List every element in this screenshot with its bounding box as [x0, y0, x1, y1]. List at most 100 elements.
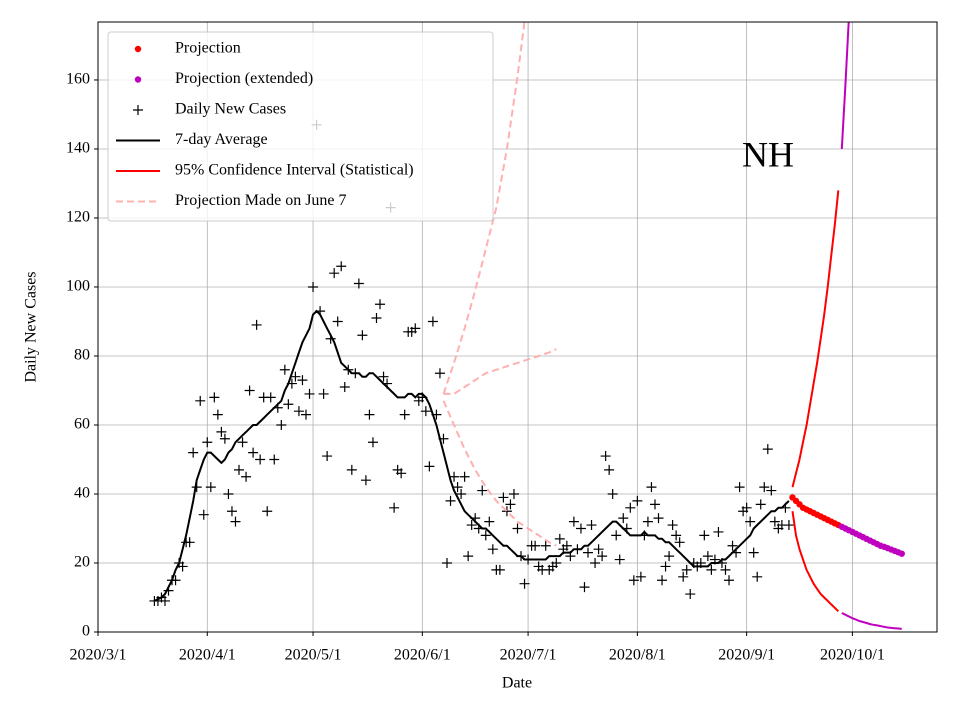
case-marker — [642, 516, 653, 527]
case-marker — [498, 492, 509, 503]
case-marker — [177, 561, 188, 572]
case-marker — [205, 482, 216, 493]
case-marker — [505, 499, 516, 510]
case-marker — [618, 513, 629, 524]
case-marker — [346, 464, 357, 475]
dashed-line — [442, 400, 557, 547]
case-marker — [427, 316, 438, 327]
legend-label: 95% Confidence Interval (Statistical) — [175, 162, 414, 179]
case-marker — [424, 461, 435, 472]
case-marker — [530, 540, 541, 551]
x-tick-label: 2020/4/1 — [179, 647, 236, 664]
case-marker — [762, 444, 773, 455]
case-marker — [783, 520, 794, 531]
case-marker — [632, 495, 643, 506]
case-marker — [371, 313, 382, 324]
case-marker — [300, 409, 311, 420]
case-marker — [625, 502, 636, 513]
case-marker — [766, 485, 777, 496]
case-marker — [339, 382, 350, 393]
case-marker — [159, 595, 170, 606]
case-marker — [678, 571, 689, 582]
y-tick-label: 120 — [66, 209, 90, 226]
case-marker — [664, 551, 675, 562]
case-marker — [590, 557, 601, 568]
case-marker — [635, 571, 646, 582]
legend-label: Daily New Cases — [175, 101, 286, 118]
case-marker — [420, 406, 431, 417]
case-marker — [769, 516, 780, 527]
case-marker — [188, 447, 199, 458]
y-tick-label: 0 — [82, 623, 90, 640]
plot-area — [149, 22, 905, 630]
y-tick-label: 160 — [66, 71, 90, 88]
y-tick-label: 40 — [74, 485, 90, 502]
case-marker — [653, 513, 664, 524]
case-marker — [699, 530, 710, 541]
case-marker — [604, 464, 615, 475]
case-marker — [241, 471, 252, 482]
case-marker — [234, 464, 245, 475]
legend-label: Projection — [175, 40, 241, 57]
case-marker — [456, 488, 467, 499]
case-marker — [290, 371, 301, 382]
case-marker — [466, 520, 477, 531]
case-marker — [579, 582, 590, 593]
case-marker — [318, 388, 329, 399]
case-marker — [445, 495, 456, 506]
x-axis-label: Date — [502, 675, 532, 692]
case-marker — [720, 564, 731, 575]
case-marker — [198, 509, 209, 520]
case-marker — [614, 554, 625, 565]
series-line — [791, 190, 840, 488]
case-marker — [727, 540, 738, 551]
x-tick-label: 2020/9/1 — [718, 647, 775, 664]
case-marker — [575, 523, 586, 534]
case-marker — [364, 409, 375, 420]
case-marker — [628, 575, 639, 586]
case-marker — [297, 375, 308, 386]
legend-box — [107, 31, 494, 222]
case-marker — [554, 533, 565, 544]
series-line — [841, 612, 902, 630]
case-marker — [759, 482, 770, 493]
axes-frame — [97, 21, 938, 633]
case-marker — [410, 323, 421, 334]
case-marker — [378, 371, 389, 382]
case-marker — [487, 544, 498, 555]
case-marker — [255, 454, 266, 465]
x-tick-label: 2020/6/1 — [394, 647, 451, 664]
case-marker — [649, 499, 660, 510]
series-line — [791, 511, 840, 613]
case-marker — [671, 530, 682, 541]
y-tick-label: 140 — [66, 140, 90, 157]
case-marker — [568, 516, 579, 527]
case-marker — [748, 547, 759, 558]
case-marker — [519, 578, 530, 589]
case-marker — [607, 488, 618, 499]
case-marker — [244, 385, 255, 396]
case-marker — [480, 530, 491, 541]
legend-swatch — [134, 45, 142, 53]
x-tick-label: 2020/8/1 — [609, 647, 666, 664]
case-marker — [304, 388, 315, 399]
case-marker — [745, 516, 756, 527]
case-marker — [449, 471, 460, 482]
case-marker — [212, 409, 223, 420]
legend-swatch — [133, 105, 143, 115]
case-marker — [512, 523, 523, 534]
annotation: NH — [742, 134, 794, 174]
case-marker — [463, 551, 474, 562]
case-marker — [332, 316, 343, 327]
case-marker — [646, 482, 657, 493]
x-tick-label: 2020/10/1 — [820, 647, 885, 664]
ticks: 0 20 40 60 80 100 120 140 160 2020/3/1 2020/4/1 202… — [66, 71, 885, 664]
case-marker — [353, 278, 364, 289]
case-marker — [216, 426, 227, 437]
case-marker — [501, 506, 512, 517]
case-marker — [611, 530, 622, 541]
series-line — [153, 309, 790, 602]
case-marker — [329, 268, 340, 279]
case-marker — [399, 409, 410, 420]
